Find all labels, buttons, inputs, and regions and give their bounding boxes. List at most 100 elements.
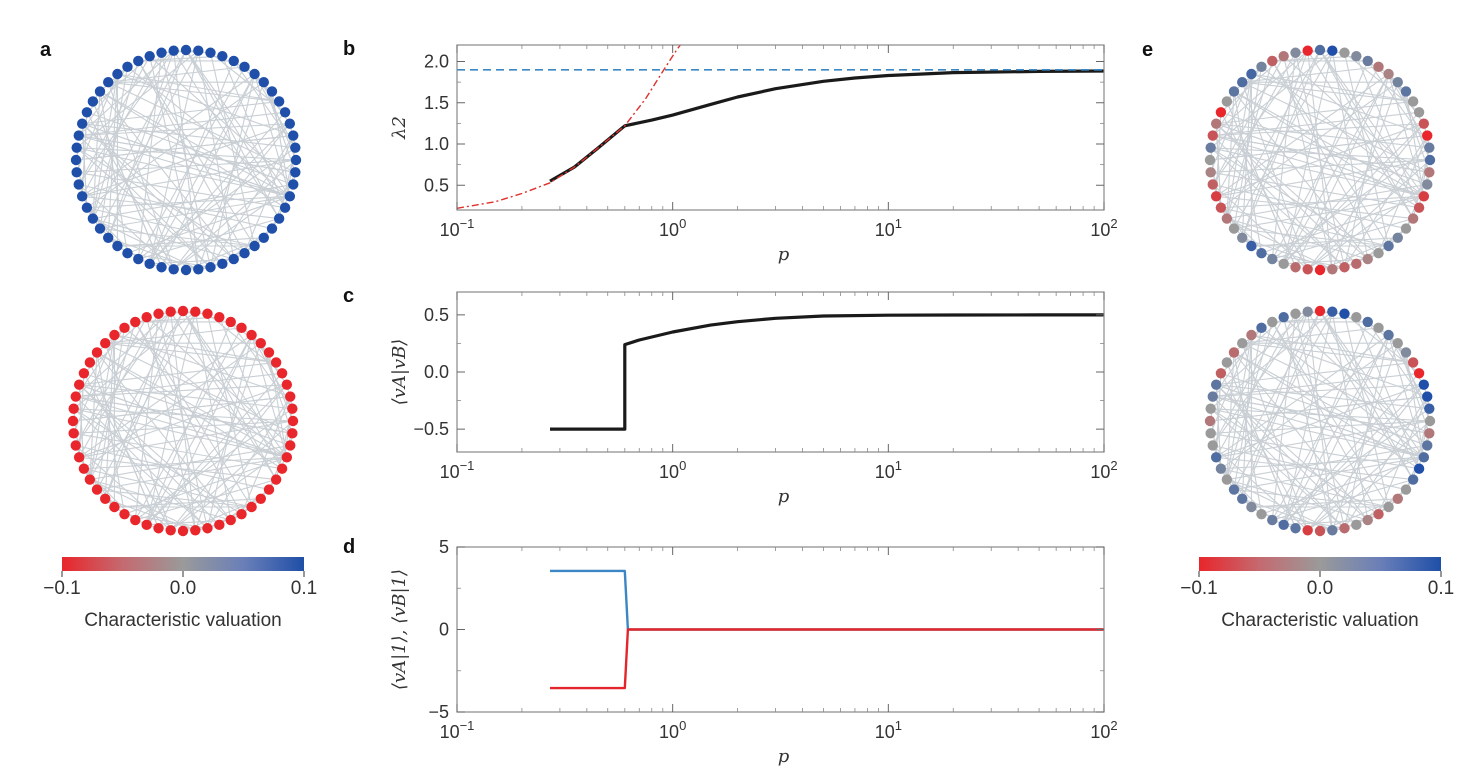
x-tick-exponent: 1 [895, 458, 902, 473]
network-node [1314, 264, 1326, 276]
network-edge [73, 311, 196, 410]
network-node [1327, 264, 1338, 275]
network-node [1228, 223, 1240, 234]
network-node [1418, 452, 1430, 463]
network-edge [89, 321, 136, 480]
network-node [144, 258, 155, 270]
network-node [1228, 86, 1240, 97]
network-node [1418, 191, 1430, 202]
y-axis-label: λ2 [389, 116, 410, 140]
network-node [1392, 77, 1403, 88]
network-node [67, 415, 79, 427]
network-node [141, 311, 152, 323]
network-edge [1210, 50, 1333, 149]
network-edge [1307, 123, 1425, 270]
network-edge [117, 237, 264, 247]
network-edge [1271, 313, 1297, 521]
network-node [1400, 484, 1412, 495]
network-node [236, 508, 247, 520]
x-tick-base: 10 [875, 220, 895, 240]
network-node [71, 142, 82, 153]
network-node [1215, 463, 1227, 474]
network-node [281, 379, 293, 390]
network-edge [92, 49, 187, 219]
network-node [193, 264, 204, 275]
network-node [1267, 514, 1278, 526]
network-node [1290, 523, 1301, 534]
network-node [1278, 311, 1289, 323]
network-edge [73, 408, 208, 529]
network-edge [1212, 55, 1285, 185]
network-node [70, 154, 82, 166]
network-edge [1233, 311, 1333, 490]
network-node [71, 167, 82, 178]
network-edge [170, 384, 288, 531]
network-edge [1272, 217, 1414, 260]
panel-label-b: b [343, 38, 355, 60]
network-node [153, 523, 164, 534]
network-node [1267, 55, 1278, 67]
network-edge [185, 49, 291, 197]
network-node [1407, 357, 1419, 368]
network-node [284, 118, 296, 129]
network-node [68, 428, 79, 439]
network-edge [1210, 147, 1379, 254]
network-node [1246, 240, 1257, 252]
network-edge [108, 66, 245, 83]
network-node [217, 50, 228, 62]
network-edge [1251, 237, 1398, 247]
network-edge [86, 195, 290, 209]
network-edge [105, 327, 242, 344]
y-axis-label: ⟨vA|1⟩, ⟨vB|1⟩ [389, 569, 410, 690]
network-node [1290, 308, 1301, 319]
x-axis-label: p [778, 486, 790, 507]
network-edge [1344, 396, 1428, 529]
network-edge [149, 73, 256, 265]
network-node [94, 86, 106, 97]
network-node [285, 440, 296, 451]
network-node [1422, 391, 1433, 402]
network-node [73, 379, 85, 390]
network-node [1424, 142, 1435, 153]
network-node [1256, 322, 1267, 334]
network-node [266, 223, 278, 234]
network-edge [1261, 327, 1425, 458]
network-node [1221, 357, 1233, 368]
x-axis-label: p [778, 746, 790, 767]
network-edge [105, 342, 277, 364]
y-tick-label: 2.0 [424, 52, 449, 72]
network-edge [137, 52, 163, 260]
network-node [87, 96, 99, 107]
network-edge [134, 321, 253, 508]
network-edge [1226, 310, 1321, 480]
network-node [168, 45, 179, 56]
x-tick-label: 102 [1090, 718, 1117, 742]
network-node [1207, 179, 1218, 190]
colorbar-e-mid-label: 0.0 [1307, 578, 1333, 599]
network-node [1207, 391, 1218, 402]
network-edge [134, 313, 160, 521]
network-node [144, 50, 155, 62]
network-edge [146, 321, 232, 526]
network-node [1267, 253, 1278, 265]
network-node [1205, 167, 1216, 178]
network-edge [99, 50, 199, 229]
y-tick-label: 0.5 [424, 175, 449, 195]
y-tick-label: −0.5 [413, 419, 449, 439]
network-edge [1233, 90, 1425, 197]
colorbar-a-title: Characteristic valuation [84, 610, 281, 631]
network-edge [149, 60, 235, 265]
network-edge [96, 351, 283, 470]
network-node [281, 452, 293, 463]
network-node [84, 474, 96, 485]
network-edge [1242, 81, 1414, 103]
network-node [1383, 329, 1394, 341]
network-edge [1242, 66, 1379, 83]
network-node [1215, 368, 1227, 379]
colorbar-e: −0.1 0.0 0.1 Characteristic valuation [1180, 557, 1454, 631]
network-edge [244, 135, 294, 254]
x-tick-exponent: −1 [460, 458, 475, 473]
network-edge [1319, 49, 1425, 197]
network-edge [251, 334, 288, 458]
network-node [73, 130, 84, 141]
